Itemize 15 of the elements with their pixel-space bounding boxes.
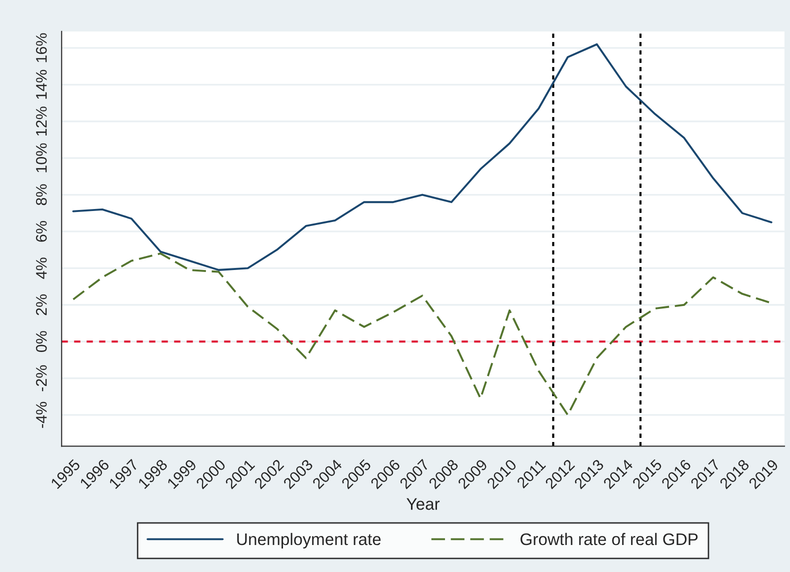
y-tick-label: 6% bbox=[36, 220, 47, 242]
x-axis-title: Year bbox=[406, 498, 440, 510]
y-tick-label: 16% bbox=[36, 33, 47, 62]
legend-label: Unemployment rate bbox=[237, 532, 381, 548]
y-tick-label: 8% bbox=[36, 184, 47, 206]
y-tick-label: 2% bbox=[36, 294, 47, 316]
y-tick-label: 10% bbox=[36, 143, 47, 172]
line-series bbox=[72, 43, 772, 271]
y-tick-label: 4% bbox=[36, 258, 47, 279]
y-tick-label: 12% bbox=[36, 106, 47, 136]
legend-label: Growth rate of real GDP bbox=[520, 532, 698, 546]
y-tick-label: -2% bbox=[36, 365, 47, 392]
y-tick-label: 14% bbox=[36, 70, 47, 99]
y-tick-label: -4% bbox=[36, 402, 47, 428]
y-tick-label: 0% bbox=[36, 331, 47, 352]
